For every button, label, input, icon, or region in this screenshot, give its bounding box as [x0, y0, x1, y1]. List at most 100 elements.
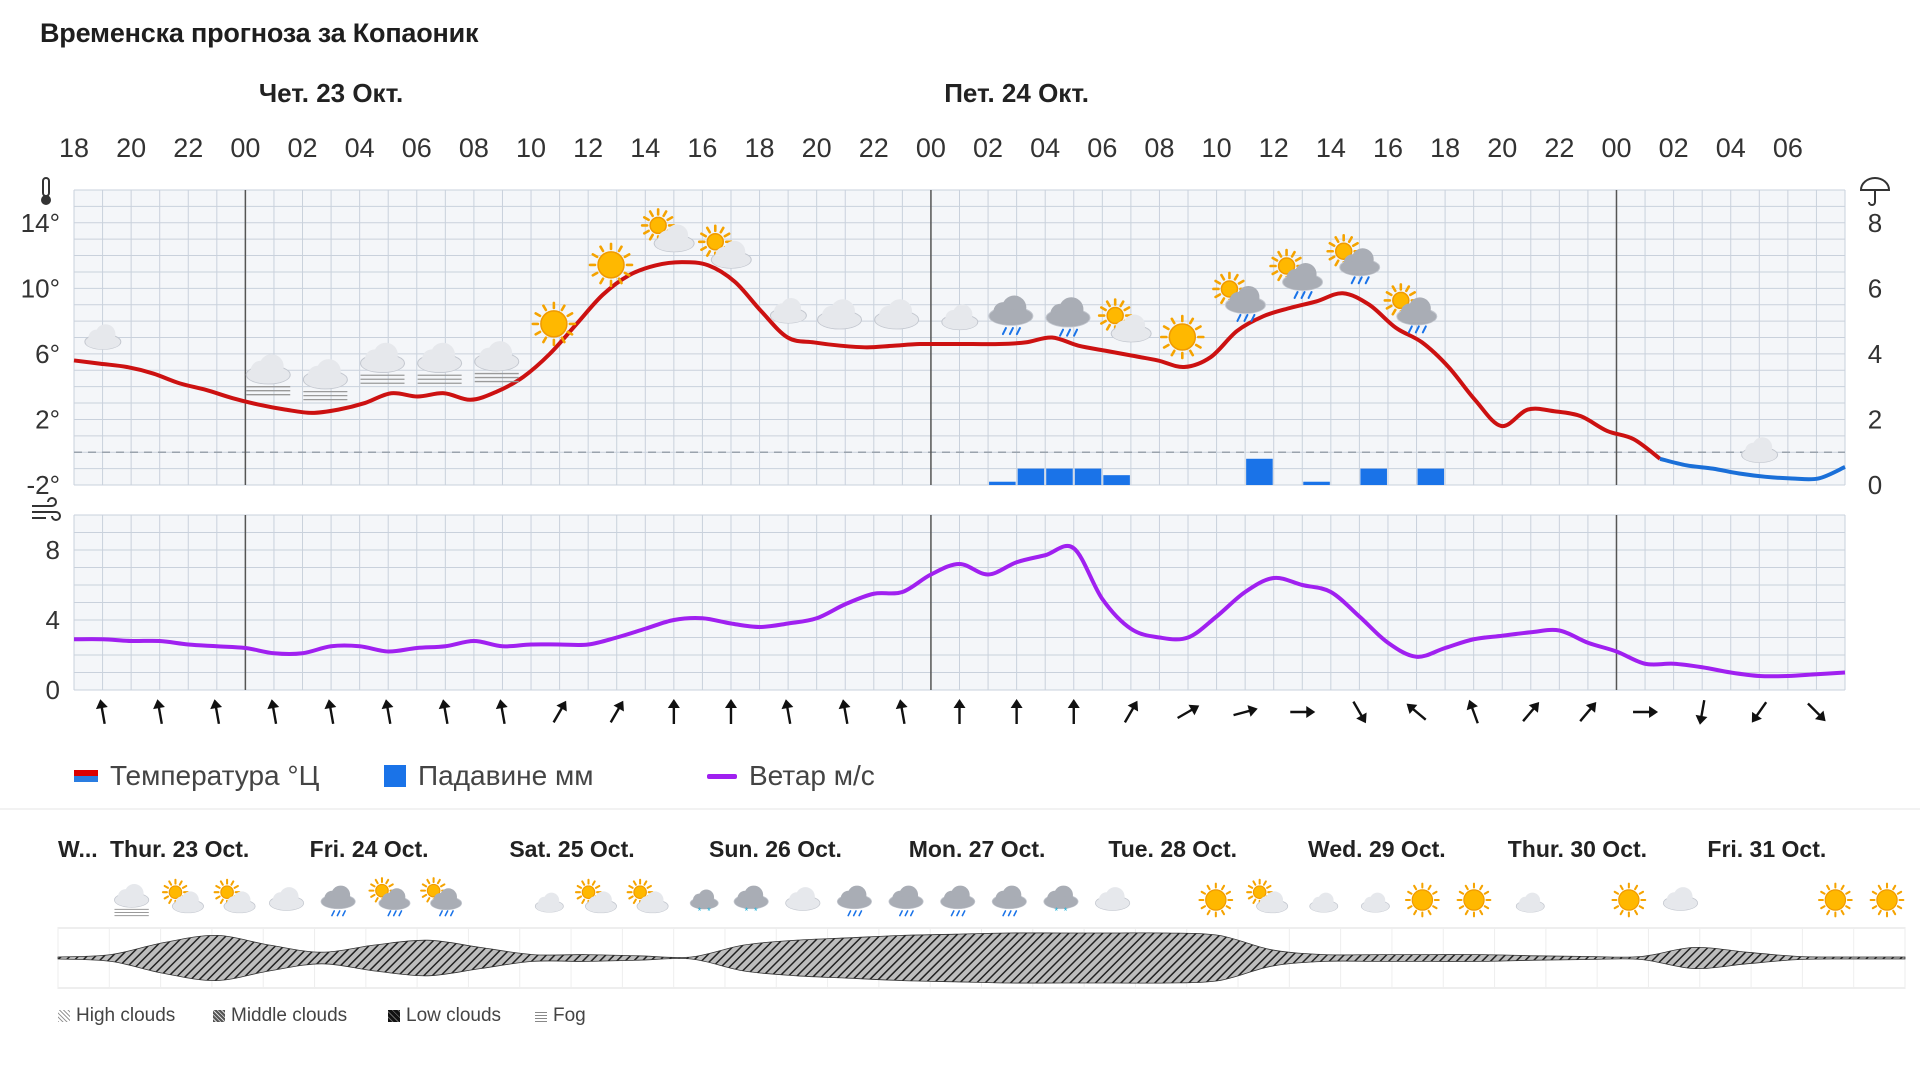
cloud-day-label: Mon. 27 Oct.: [909, 836, 1046, 862]
sun-icon: [1198, 882, 1234, 918]
snow-flake: *: [698, 906, 702, 916]
night-partly-cloudy-icon: [937, 295, 979, 331]
sun-icon: [1160, 314, 1205, 360]
rain-drop: [1073, 328, 1079, 337]
cloud-shape: [84, 324, 122, 350]
rain-drop: [1414, 325, 1420, 334]
cloud-shape: [836, 885, 872, 910]
cloud-shape: [1339, 248, 1381, 277]
cloud-shape: [636, 891, 669, 914]
wind-direction-arrow: [1010, 699, 1023, 724]
legend-fog-label: Fog: [553, 1005, 586, 1026]
hour-tick-label: 02: [287, 133, 317, 163]
hour-tick-label: 14: [630, 133, 660, 163]
cloud-layer-area: [57, 932, 1906, 984]
cloud-rain-icon: [836, 885, 872, 917]
hour-tick-label: 08: [459, 133, 489, 163]
rain-drop: [956, 910, 961, 917]
night-partly-cloudy-icon: [1512, 885, 1545, 913]
temperature-line-cold: [1659, 456, 1846, 482]
fog-swatch: [535, 1010, 547, 1022]
legend-wind: Ветар м/с: [707, 760, 875, 792]
legend-precipitation: Падавине мм: [384, 760, 593, 792]
wind-direction-arrow: [895, 699, 908, 725]
cloud-rain-icon: [940, 885, 976, 917]
hour-tick-label: 16: [1373, 133, 1403, 163]
hour-tick-label: 06: [1087, 133, 1117, 163]
cloud-rain-icon: [320, 885, 356, 917]
cloud-shape: [584, 891, 617, 914]
snow-flake: *: [1064, 906, 1068, 916]
rain-drop: [1421, 325, 1427, 334]
cloud-icon: [268, 887, 305, 911]
rain-drop: [392, 910, 397, 917]
wind-tick-label: 0: [46, 675, 60, 705]
precipitation-bars: [989, 458, 1445, 485]
sun-cloud-rain-icon: [420, 877, 463, 917]
sun-icon: [1404, 882, 1440, 918]
moon-shape: [484, 888, 497, 912]
rain-drop: [1243, 313, 1249, 322]
cloud-shape: [1282, 263, 1324, 291]
moon-icon: [1156, 888, 1168, 912]
legend-temperature: Температура °Ц: [74, 760, 319, 792]
night-partly-cloudy-icon: [1358, 885, 1390, 913]
sun-shape: [1611, 882, 1647, 918]
hour-tick-label: 10: [1202, 133, 1232, 163]
hour-tick-label: 22: [1544, 133, 1574, 163]
cloud-icon: [785, 887, 821, 911]
sun-shape: [1160, 314, 1205, 360]
sun-cloud-rain-icon: [1269, 248, 1324, 299]
wind-direction-arrow: [1123, 700, 1139, 723]
day-label: Пет. 24 Окт.: [944, 78, 1089, 108]
rain-drop: [950, 910, 955, 917]
sun-cloud-rain-icon: [368, 877, 411, 917]
hour-tick-label: 04: [1030, 133, 1060, 163]
hour-tick-label: 16: [687, 133, 717, 163]
sun-shape: [1456, 882, 1492, 918]
sun-icon: [1456, 882, 1492, 918]
rain-drop: [1001, 327, 1007, 336]
moon-shape: [686, 883, 694, 898]
rain-drop: [852, 910, 857, 917]
sun-cloud-icon: [697, 224, 752, 269]
cloud-shape: [817, 299, 863, 330]
cloud-shape: [874, 299, 920, 330]
cloud-fog-icon: [359, 342, 405, 384]
snow-flake: *: [1054, 906, 1058, 916]
wind-direction-arrow: [1579, 702, 1597, 722]
rain-drop: [1066, 328, 1072, 337]
rain-drop: [904, 910, 909, 917]
hour-tick-label: 02: [1659, 133, 1689, 163]
hour-tick-label: 20: [116, 133, 146, 163]
cloud-day-label: Tue. 28 Oct.: [1108, 836, 1237, 862]
rain-drop: [331, 910, 336, 917]
sun-icon: [588, 242, 634, 288]
cloud-shape: [430, 888, 463, 911]
sun-shape: [531, 301, 577, 347]
moon-shape: [531, 885, 539, 900]
precipitation-swatch: [384, 765, 406, 787]
sun-shape: [1817, 882, 1853, 918]
cloud-snow-icon: * *: [733, 885, 769, 916]
legend-high-clouds: High clouds: [58, 1005, 175, 1027]
temp-tick-label: -2°: [26, 470, 60, 500]
rain-drop: [398, 910, 403, 917]
snow-flake: *: [754, 906, 758, 916]
moon-shape: [1512, 885, 1520, 900]
cloud-shape: [1309, 892, 1339, 913]
cloud-day-label: Wed. 29 Oct.: [1308, 836, 1446, 862]
sun-shape: [1326, 233, 1361, 269]
sun-cloud-rain-icon: [1212, 271, 1266, 322]
cloud-fog-icon: [417, 342, 463, 384]
night-partly-cloudy-icon: [1737, 427, 1779, 463]
cloud-fog-icon: [114, 884, 150, 917]
rain-drop: [444, 910, 449, 917]
cloud-shape: [245, 354, 291, 385]
rain-drop: [439, 910, 443, 917]
hour-tick-label: 20: [1487, 133, 1517, 163]
cloud-day-label: Fri. 24 Oct.: [310, 836, 429, 862]
cloud-shape: [534, 892, 564, 913]
cloud-icon: [874, 299, 920, 330]
legend-precipitation-label: Падавине мм: [418, 760, 594, 791]
